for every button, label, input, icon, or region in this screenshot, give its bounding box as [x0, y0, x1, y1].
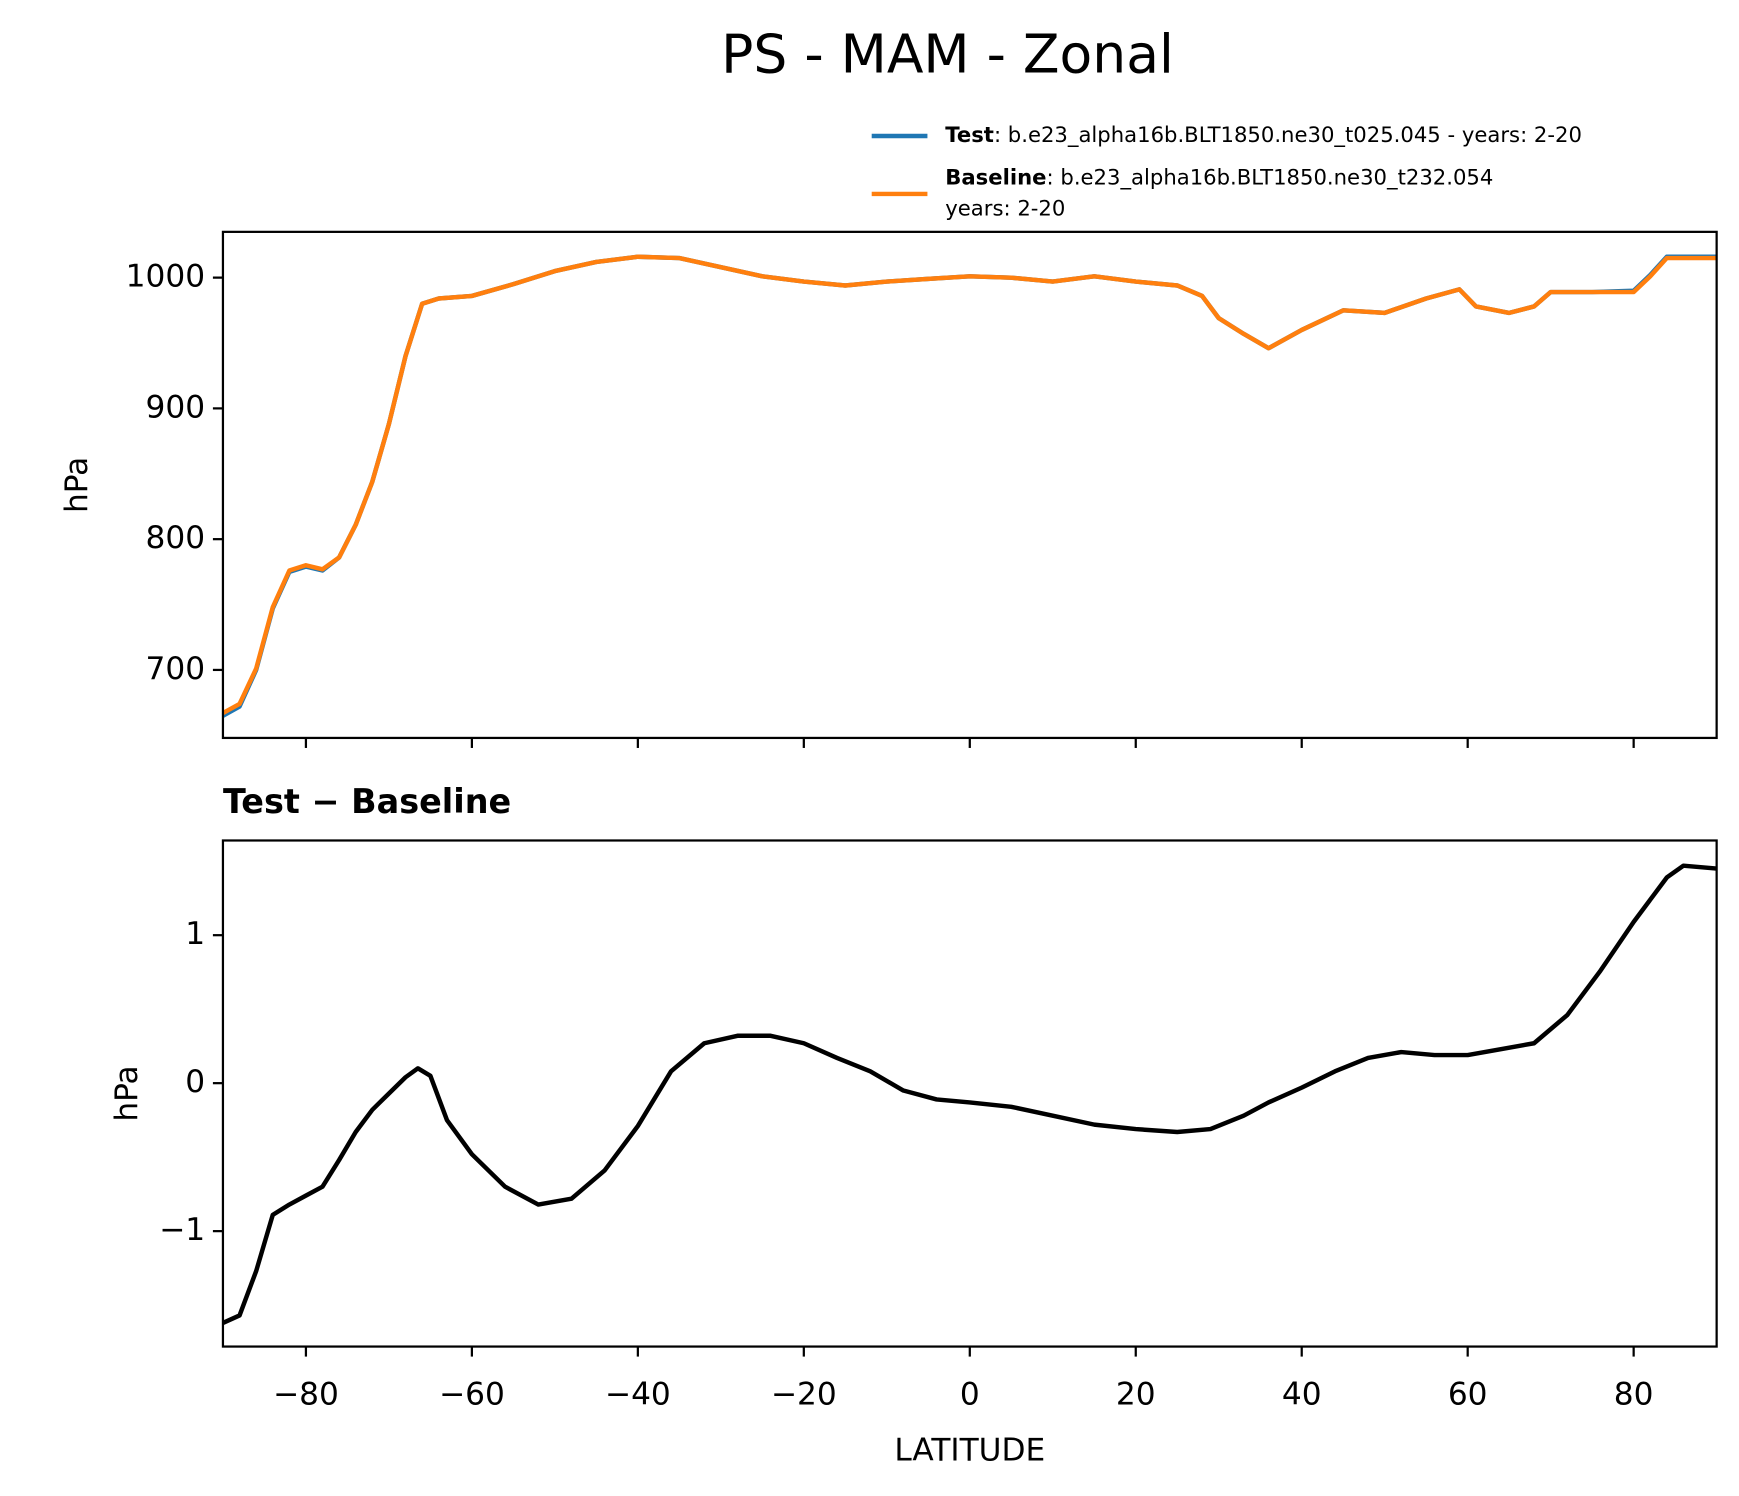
x-axis-label: LATITUDE [894, 1432, 1045, 1468]
x-tick-label: 60 [1448, 1377, 1488, 1413]
x-tick-label: 80 [1614, 1377, 1654, 1413]
x-tick-label: 40 [1282, 1377, 1322, 1413]
y-axis-label: hPa [59, 457, 95, 513]
x-tick-label: −40 [605, 1377, 671, 1413]
x-tick-label: −60 [439, 1377, 505, 1413]
subplot-title: Test − Baseline [223, 782, 511, 821]
data-line [221, 254, 1717, 716]
x-tick-label: −80 [273, 1377, 339, 1413]
y-tick-label: 900 [146, 389, 206, 425]
y-tick-label: 800 [146, 520, 206, 556]
figure-body: PS - MAM - Zonal 7008009001000hPa−101−80… [59, 23, 1718, 1468]
axes-frame [221, 230, 1718, 740]
y-tick-label: 700 [146, 651, 206, 687]
axes-frame [221, 839, 1718, 1348]
legend-name: Baseline [945, 164, 1046, 189]
figure-title: PS - MAM - Zonal [721, 23, 1174, 86]
y-tick-label: 1 [185, 916, 205, 952]
data-line [222, 863, 1717, 1325]
legend-label: Baseline: b.e23_alpha16b.BLT1850.ne30_t2… [945, 164, 1493, 189]
legend-description: years: 2-20 [945, 196, 1065, 221]
legend-label: Test: b.e23_alpha16b.BLT1850.ne30_t025.0… [945, 122, 1582, 147]
y-axis-label: hPa [109, 1065, 145, 1121]
data-line [221, 254, 1717, 718]
y-tick-label: −1 [159, 1212, 205, 1248]
y-tick-label: 0 [185, 1064, 205, 1100]
legend-description: : b.e23_alpha16b.BLT1850.ne30_t232.054 [1047, 164, 1494, 189]
x-tick-label: 20 [1116, 1377, 1156, 1413]
y-tick-label: 1000 [126, 259, 205, 295]
x-tick-label: −20 [771, 1377, 837, 1413]
legend-description: : b.e23_alpha16b.BLT1850.ne30_t025.045 -… [994, 122, 1582, 147]
legend-name: Test [945, 122, 994, 147]
x-tick-label: 0 [960, 1377, 980, 1413]
